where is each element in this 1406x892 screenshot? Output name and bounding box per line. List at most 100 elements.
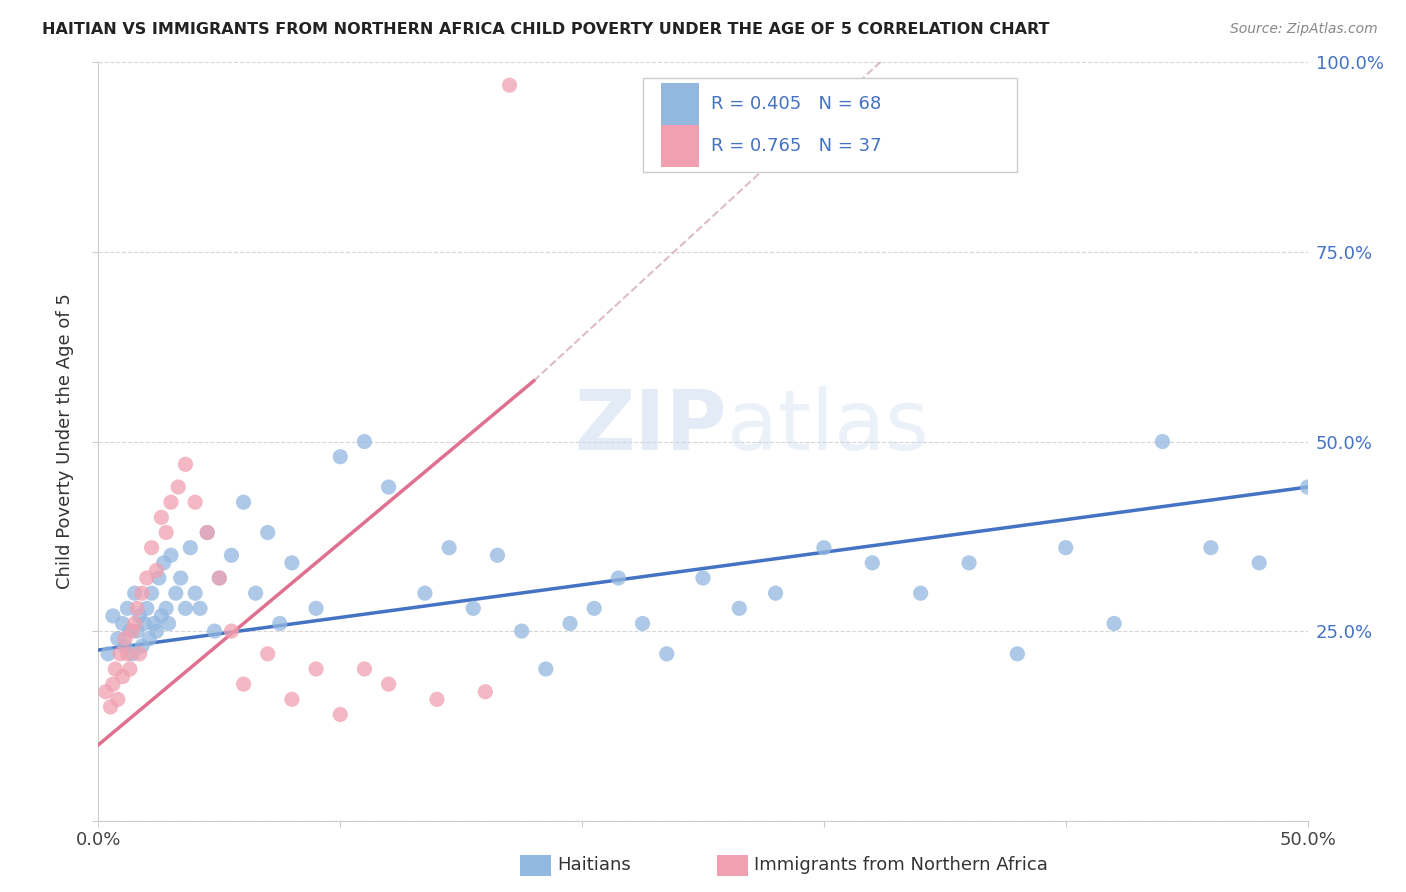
Point — [1249, 556, 1271, 570]
Point — [135, 601, 157, 615]
Point — [256, 525, 278, 540]
Point — [583, 601, 606, 615]
Point — [184, 586, 207, 600]
Text: R = 0.405   N = 68: R = 0.405 N = 68 — [711, 95, 882, 113]
Point — [558, 616, 581, 631]
Point — [728, 601, 751, 615]
Point — [148, 571, 170, 585]
Point — [152, 556, 174, 570]
Point — [463, 601, 485, 615]
Point — [111, 669, 134, 683]
Point — [1007, 647, 1029, 661]
Point — [860, 556, 883, 570]
Point — [377, 480, 399, 494]
Point — [269, 616, 291, 631]
Point — [107, 692, 129, 706]
Point — [134, 616, 156, 631]
Point — [413, 586, 436, 600]
Point — [208, 571, 231, 585]
Point — [101, 677, 124, 691]
Point — [101, 608, 124, 623]
Point — [169, 571, 191, 585]
Point — [160, 495, 183, 509]
Point — [534, 662, 557, 676]
Point — [813, 541, 835, 555]
Text: R = 0.765   N = 37: R = 0.765 N = 37 — [711, 136, 882, 155]
Point — [97, 647, 120, 661]
Bar — [661, 125, 699, 167]
Point — [329, 707, 352, 722]
Point — [437, 541, 460, 555]
Point — [127, 624, 149, 639]
FancyBboxPatch shape — [643, 78, 1018, 172]
Point — [165, 586, 187, 600]
Point — [329, 450, 352, 464]
Point — [631, 616, 654, 631]
Text: ZIP: ZIP — [575, 386, 727, 467]
Point — [281, 556, 304, 570]
Point — [1199, 541, 1222, 555]
Point — [498, 78, 520, 92]
Point — [121, 624, 143, 639]
Point — [1152, 434, 1174, 449]
Point — [174, 601, 197, 615]
Point — [117, 647, 139, 661]
Point — [305, 662, 328, 676]
Point — [167, 480, 190, 494]
Point — [510, 624, 533, 639]
Point — [1102, 616, 1125, 631]
Point — [111, 616, 134, 631]
Point — [377, 677, 399, 691]
Point — [204, 624, 226, 639]
Point — [655, 647, 678, 661]
Point — [141, 541, 163, 555]
Point — [179, 541, 201, 555]
Point — [150, 608, 173, 623]
Y-axis label: Child Poverty Under the Age of 5: Child Poverty Under the Age of 5 — [56, 293, 75, 590]
Point — [128, 608, 150, 623]
Point — [141, 586, 163, 600]
Text: Source: ZipAtlas.com: Source: ZipAtlas.com — [1230, 22, 1378, 37]
Point — [486, 548, 509, 563]
Point — [910, 586, 932, 600]
Point — [124, 616, 146, 631]
Point — [232, 677, 254, 691]
Point — [1296, 480, 1319, 494]
Point — [232, 495, 254, 509]
Point — [174, 458, 197, 472]
Text: atlas: atlas — [727, 386, 929, 467]
Point — [145, 624, 167, 639]
Point — [188, 601, 211, 615]
Point — [135, 571, 157, 585]
Point — [128, 647, 150, 661]
Text: HAITIAN VS IMMIGRANTS FROM NORTHERN AFRICA CHILD POVERTY UNDER THE AGE OF 5 CORR: HAITIAN VS IMMIGRANTS FROM NORTHERN AFRI… — [42, 22, 1050, 37]
Point — [195, 525, 218, 540]
Point — [692, 571, 714, 585]
Point — [184, 495, 207, 509]
Point — [100, 699, 122, 714]
Point — [138, 632, 160, 646]
Point — [221, 548, 243, 563]
Point — [155, 601, 177, 615]
Point — [426, 692, 449, 706]
Point — [353, 434, 375, 449]
Point — [353, 662, 375, 676]
Point — [281, 692, 304, 706]
Point — [143, 616, 166, 631]
Point — [124, 586, 146, 600]
Point — [957, 556, 980, 570]
Point — [127, 601, 149, 615]
Text: Haitians: Haitians — [557, 856, 630, 874]
Point — [256, 647, 278, 661]
Point — [195, 525, 218, 540]
Point — [155, 525, 177, 540]
Point — [305, 601, 328, 615]
Point — [118, 662, 141, 676]
Point — [118, 624, 141, 639]
Bar — [661, 83, 699, 125]
Point — [121, 647, 143, 661]
Point — [208, 571, 231, 585]
Point — [1054, 541, 1077, 555]
Point — [145, 564, 167, 578]
Text: Immigrants from Northern Africa: Immigrants from Northern Africa — [754, 856, 1047, 874]
